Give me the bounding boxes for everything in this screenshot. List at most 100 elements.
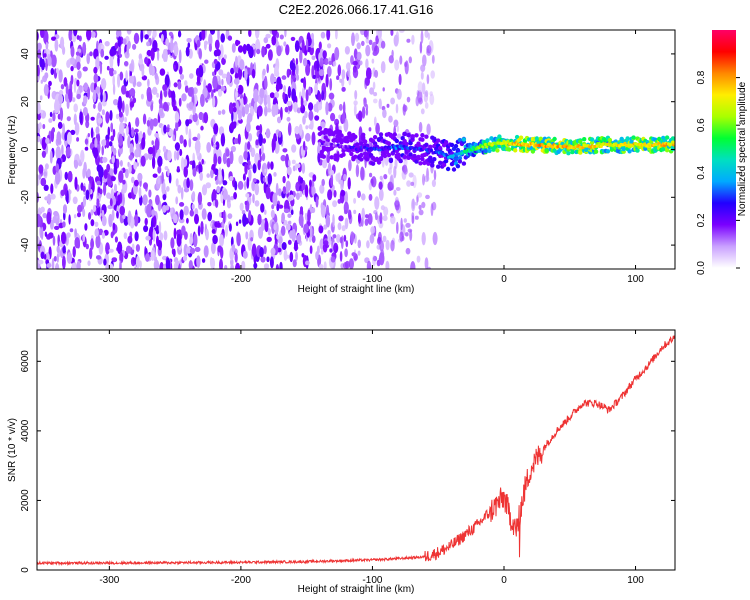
spectrogram-cell [175,260,180,267]
spectrogram-cell [208,33,213,47]
spectrogram-signal-cell [461,137,467,142]
spectrogram-cell [73,113,77,126]
spectrogram-cell [248,210,252,222]
spectrogram-cell [111,257,118,263]
spectrogram-signal-cell [412,153,417,159]
spectrogram-cell [271,35,277,46]
spectrogram-cell [317,144,321,157]
spectrogram-cell [337,222,342,231]
spectrogram-signal-cell [386,152,392,158]
spectrogram-cell [161,172,164,184]
spectrogram-signal-cell [428,155,433,160]
spectrogram-cell [152,156,156,169]
spectrogram-cell [233,192,238,200]
spectrogram-cell [200,93,205,107]
spectrogram-cell [264,220,269,233]
spectrogram-cell [101,139,107,147]
spectrogram-cell [88,182,91,195]
spectrogram-cell [242,44,247,55]
spectrogram-cell [300,206,303,213]
spectrogram-cell [403,167,408,175]
spectrogram-signal-cell [363,139,368,144]
spectrogram-cell [319,57,324,67]
spectrogram-cell [382,235,387,243]
spectrogram-cell [72,196,78,205]
colorbar-tick-label: 0.0 [696,261,707,275]
spectrogram-signal-cell [408,152,413,157]
spectrogram-cell [43,83,49,96]
spectrogram-cell [56,245,60,253]
spectrogram-cell [377,30,381,40]
spectrogram-cell [300,95,304,109]
spectrogram-cell [303,223,309,234]
spectrogram-cell [62,221,66,228]
spectrogram-signal-cell [570,149,575,155]
spectrogram-cell [171,248,175,255]
spectrogram-cell [143,182,148,190]
spectrogram-cell [106,192,111,199]
spectrogram-cell [112,147,117,156]
spectrogram-cell [113,99,119,106]
spectrogram-cell [185,119,190,127]
spectrogram-signal-core [399,144,403,148]
spectrogram-cell [40,251,45,259]
spectrogram-cell [117,241,123,255]
spectrogram-signal-cell [418,161,423,166]
spectrogram-cell [262,177,266,182]
spectrogram-cell [109,219,112,228]
spectrogram-cell [248,133,253,142]
spectrogram-cell [282,92,286,101]
spectrogram-cell [157,155,163,167]
spectrogram-cell [168,88,171,98]
spectrogram-cell [63,77,68,87]
spectrogram-cell [246,176,250,189]
spectrogram-signal-cell [341,152,346,157]
spectrogram-cell [259,124,263,135]
spectrogram-cell [72,97,76,103]
spectrogram-cell [205,182,212,189]
spectrogram-cell [119,122,124,136]
spectrogram-cell [135,244,140,252]
spectrogram-cell [237,180,244,190]
spectrogram-cell [92,89,97,103]
spectrogram-cell [396,221,399,234]
spectrogram-signal-core [363,145,367,149]
spectrogram-cell [146,49,152,57]
spectrogram-cell [286,100,292,107]
spectrogram-cell [305,89,309,102]
spectrogram-cell [282,186,286,195]
spectrogram-cell [404,232,409,237]
spectrogram-cell [82,185,86,192]
spectrogram-cell [88,212,92,220]
spectrogram-cell [270,247,276,255]
spectrogram-cell [329,169,335,176]
snr-x-tick-label: 100 [627,575,644,586]
spectrogram-cell [125,125,129,136]
spectrogram-cell [219,234,224,247]
spectrogram-cell [292,259,297,268]
spectrogram-cell [421,232,426,246]
spectrogram-cell [125,245,132,254]
spectrogram-signal-cell [398,158,403,164]
spectrogram-cell [257,226,264,239]
spectrogram-cell [149,118,154,131]
spectrogram-signal-cell [552,136,557,142]
spectrogram-cell [90,238,94,250]
spectrogram-cell [134,231,139,242]
spectrogram-cell [203,245,209,258]
spectrogram-cell [70,74,74,85]
spectrogram-cell [263,245,267,255]
spectrogram-cell [353,100,358,106]
spectrogram-cell [284,30,287,38]
spectrogram-cell [379,252,385,266]
spectrogram-cell [365,58,369,70]
spectrogram-cell [255,30,260,39]
spectrogram-cell [417,192,423,198]
spectrogram-cell [343,201,349,214]
spectrogram-cell [97,102,103,112]
spectrogram-cell [232,109,238,122]
spectrogram-cell [189,247,196,255]
spectrogram-cell [176,150,180,161]
spectrogram-cell [188,101,194,110]
